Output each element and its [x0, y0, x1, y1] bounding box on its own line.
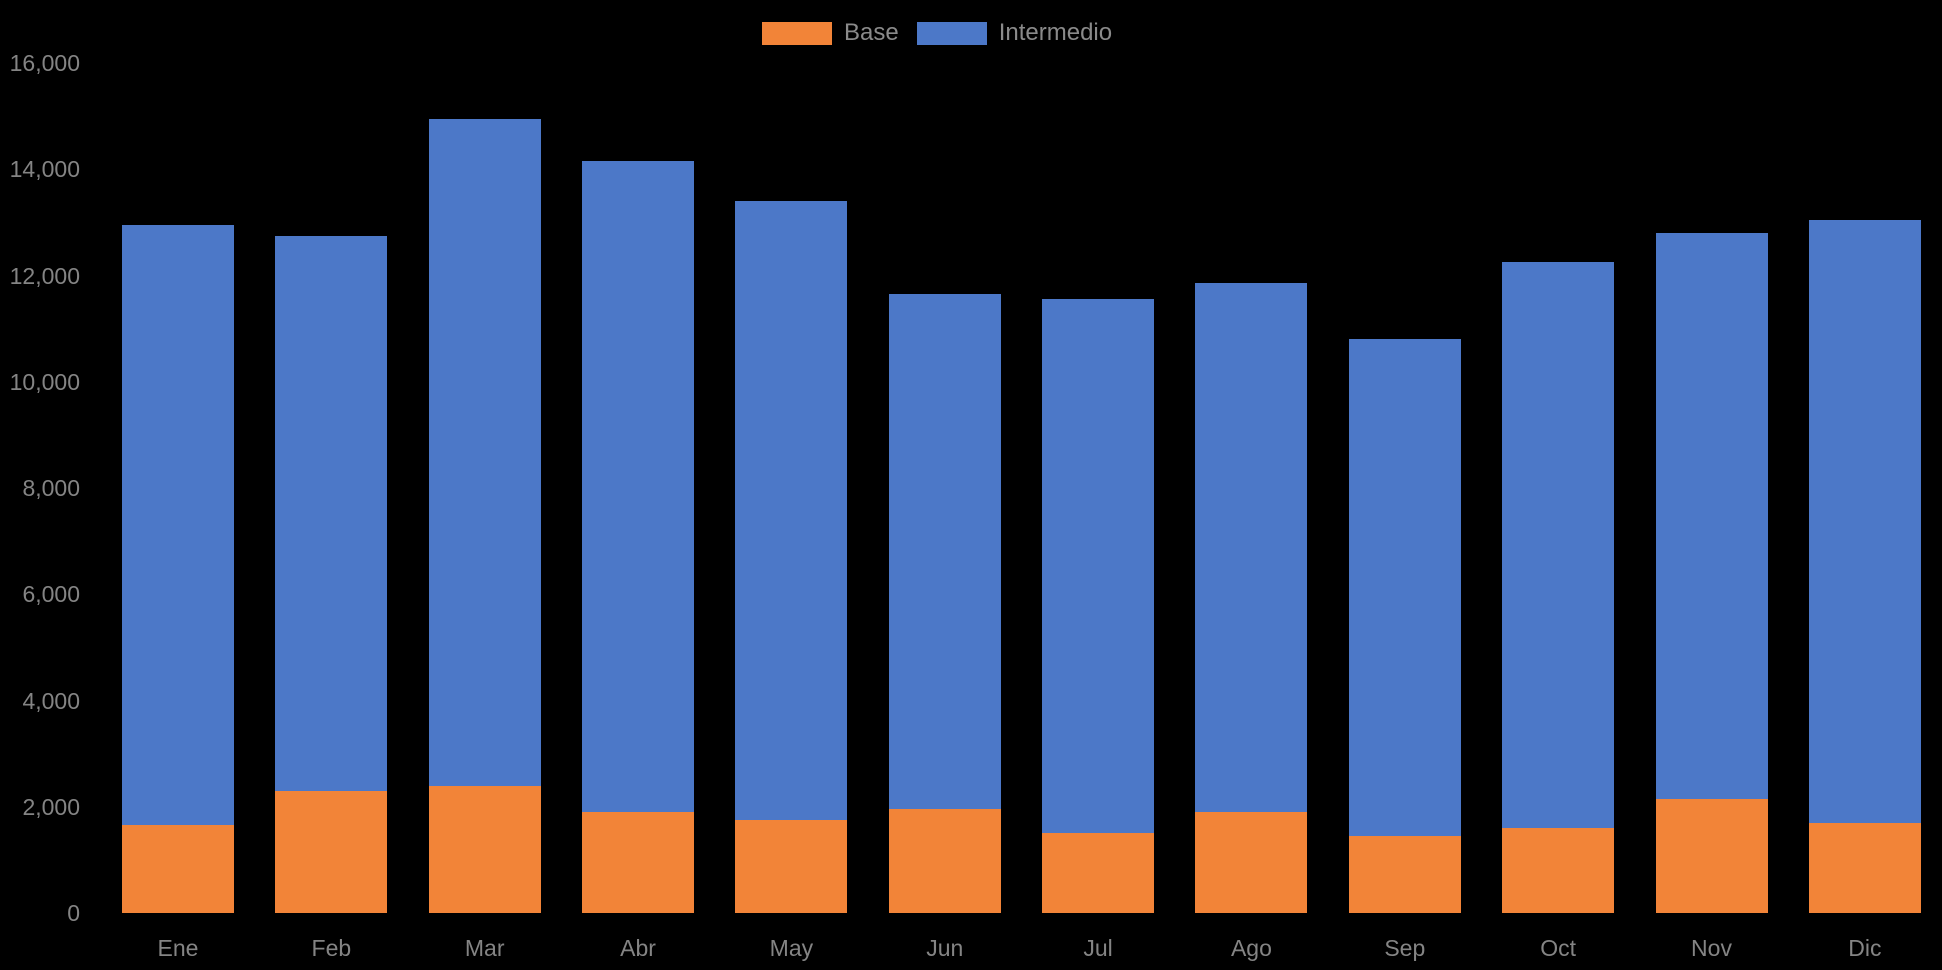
x-axis-label-ago: Ago — [1230, 935, 1272, 961]
legend-item-base[interactable]: Base — [762, 19, 899, 47]
legend-label-intermedio: Intermedio — [998, 19, 1113, 46]
bar-segment-intermedio — [1655, 233, 1768, 799]
bar-segment-intermedio — [1195, 283, 1308, 813]
bar-ene — [122, 225, 234, 913]
plot-area — [0, 63, 1942, 913]
bar-segment-intermedio — [275, 235, 388, 791]
bar-segment-base — [735, 820, 848, 913]
x-axis-label-feb: Feb — [311, 935, 352, 961]
bar-segment-base — [275, 790, 388, 913]
bar-segment-base — [1195, 812, 1308, 913]
bar-dic — [1808, 219, 1921, 913]
legend-item-intermedio[interactable]: Intermedio — [916, 19, 1113, 47]
bar-segment-intermedio — [1502, 262, 1615, 828]
bar-ago — [1195, 283, 1308, 913]
x-axis-label-ene: Ene — [157, 935, 199, 961]
bar-mar — [428, 118, 541, 913]
bar-segment-base — [582, 812, 695, 913]
bar-segment-intermedio — [122, 225, 234, 826]
bar-segment-intermedio — [428, 118, 541, 786]
x-axis-label-jun: Jun — [926, 935, 964, 961]
legend-label-base: Base — [844, 19, 899, 46]
y-axis-label-2000: 2,000 — [22, 793, 80, 820]
chart-legend: Base Intermedio — [762, 19, 1112, 47]
bar-segment-base — [428, 785, 541, 913]
x-axis-label-jul: Jul — [1083, 935, 1113, 961]
bar-segment-base — [888, 809, 1001, 913]
y-axis-label-0: 0 — [67, 900, 80, 926]
bar-segment-base — [1808, 822, 1921, 913]
x-axis-label-oct: Oct — [1540, 935, 1577, 961]
y-axis-label-16000: 16,000 — [9, 50, 80, 76]
x-axis-label-sep: Sep — [1384, 935, 1426, 961]
bar-segment-intermedio — [1808, 219, 1921, 823]
y-axis-label-10000: 10,000 — [9, 368, 80, 395]
bar-jul — [1042, 299, 1155, 913]
bar-segment-base — [1502, 828, 1615, 913]
legend-swatch-base-icon — [762, 21, 832, 45]
bar-sep — [1348, 339, 1461, 913]
y-axis-label-12000: 12,000 — [9, 262, 80, 289]
bar-segment-intermedio — [735, 201, 848, 821]
y-axis-label-14000: 14,000 — [9, 156, 80, 183]
bar-nov — [1655, 233, 1768, 913]
y-axis-label-8000: 8,000 — [22, 475, 80, 501]
bar-segment-base — [1042, 833, 1155, 913]
x-axis-label-abr: Abr — [620, 935, 656, 961]
bar-segment-base — [1655, 798, 1768, 913]
bar-may — [735, 201, 848, 913]
bar-jun — [888, 294, 1001, 913]
y-axis-label-6000: 6,000 — [22, 581, 80, 608]
bar-segment-intermedio — [582, 161, 695, 813]
x-axis-label-may: May — [769, 935, 814, 961]
bar-segment-intermedio — [1348, 339, 1461, 836]
bar-abr — [582, 161, 695, 913]
bar-segment-intermedio — [888, 294, 1001, 810]
bar-segment-intermedio — [1042, 299, 1155, 834]
bar-segment-base — [122, 825, 234, 913]
x-axis-label-mar: Mar — [464, 935, 505, 961]
y-axis-label-4000: 4,000 — [22, 687, 80, 714]
x-axis-label-nov: Nov — [1691, 935, 1732, 961]
bar-segment-base — [1348, 835, 1461, 913]
bar-oct — [1502, 262, 1615, 913]
bar-feb — [275, 235, 388, 913]
x-axis-label-dic: Dic — [1848, 935, 1882, 961]
legend-swatch-intermedio-icon — [916, 21, 987, 45]
